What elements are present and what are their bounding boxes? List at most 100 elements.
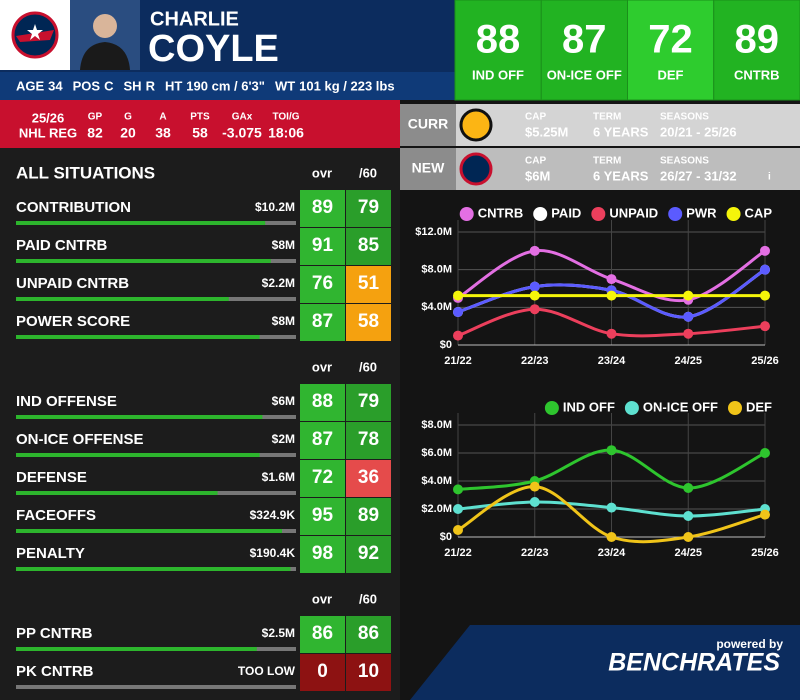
- data-point: [760, 245, 770, 256]
- contract-field-label: SEASONS: [660, 156, 709, 167]
- legend-swatch: [624, 401, 639, 415]
- score-cell: [346, 190, 391, 227]
- data-point: [683, 290, 694, 301]
- stat-value: 82: [87, 125, 103, 141]
- score-value: 0: [317, 661, 328, 682]
- data-point: [606, 274, 617, 285]
- bio-value: 34: [48, 78, 63, 93]
- row-amount: $2.5M: [262, 626, 295, 640]
- stat-label: GP: [88, 112, 103, 123]
- legend-swatch: [726, 207, 741, 221]
- powered-by: powered by: [716, 637, 783, 651]
- data-point: [453, 525, 463, 535]
- contract-label: CURR: [408, 116, 448, 132]
- bar: [16, 529, 282, 533]
- data-point: [529, 497, 540, 507]
- column-header: /60: [359, 359, 377, 374]
- stat-value: 18:06: [268, 125, 304, 141]
- score-cell: [346, 654, 391, 691]
- y-tick-label: $4.0M: [421, 475, 452, 487]
- stat-label: A: [159, 112, 166, 123]
- score-value: 76: [312, 273, 333, 294]
- row-amount: $324.9K: [250, 508, 296, 522]
- data-point: [453, 307, 463, 318]
- contract-field-label: CAP: [525, 156, 546, 167]
- score-value: 89: [358, 505, 379, 526]
- score-cell: [346, 460, 391, 497]
- rating-label: CNTRB: [734, 67, 780, 82]
- row-name: CONTRIBUTION: [16, 199, 131, 216]
- bio-value: 190 cm / 6'3": [186, 78, 265, 93]
- data-point: [606, 532, 617, 542]
- data-point: [529, 481, 540, 492]
- data-point: [760, 321, 770, 332]
- rating-value: 89: [735, 18, 780, 62]
- bar: [16, 415, 263, 419]
- data-point: [529, 281, 540, 292]
- score-value: 51: [358, 273, 380, 294]
- bar: [16, 491, 218, 495]
- y-tick-label: $0: [440, 339, 452, 351]
- score-cell: [300, 190, 345, 227]
- legend-label: ON-ICE OFF: [643, 399, 718, 414]
- rating-tile: [540, 0, 628, 101]
- rating-value: 87: [562, 18, 607, 62]
- bio-value: R: [146, 78, 156, 93]
- score-value: 78: [358, 429, 379, 450]
- score-cell: [346, 422, 391, 459]
- row-name: PENALTY: [16, 545, 85, 562]
- stat-label: PTS: [190, 112, 210, 123]
- data-point: [453, 504, 463, 514]
- score-value: 91: [312, 235, 334, 256]
- contract-note: i: [768, 172, 771, 183]
- contract-field-label: CAP: [525, 112, 546, 123]
- column-header: ovr: [312, 359, 332, 374]
- score-value: 58: [358, 311, 379, 332]
- x-tick-label: 23/24: [598, 547, 626, 559]
- stat-value: 58: [192, 125, 208, 141]
- data-point: [683, 511, 694, 521]
- legend-swatch: [544, 401, 559, 415]
- x-tick-label: 25/26: [751, 355, 779, 367]
- score-value: 85: [358, 235, 380, 256]
- score-value: 87: [312, 311, 333, 332]
- section-title: ALL SITUATIONS: [16, 163, 155, 182]
- data-point: [683, 328, 694, 339]
- score-cell: [300, 422, 345, 459]
- contract-field-value: 26/27 - 31/32: [660, 168, 737, 183]
- row-amount: $2M: [272, 432, 295, 446]
- bar: [16, 453, 260, 457]
- contract-field-value: $5.25M: [525, 124, 568, 139]
- score-cell: [300, 616, 345, 653]
- data-point: [529, 245, 540, 256]
- score-cell: [346, 536, 391, 573]
- row-name: DEFENSE: [16, 469, 87, 486]
- stat-value: 20: [120, 125, 136, 141]
- row-name: PK CNTRB: [16, 663, 94, 680]
- legend-swatch: [728, 401, 742, 415]
- row-name: ON-ICE OFFENSE: [16, 431, 144, 448]
- contract-field-value: $6M: [525, 168, 550, 183]
- score-cell: [346, 384, 391, 421]
- bio-label: WT: [275, 78, 295, 93]
- score-value: 88: [312, 391, 333, 412]
- data-point: [760, 290, 770, 301]
- y-tick-label: $6.0M: [421, 447, 452, 459]
- bio-value: C: [104, 78, 114, 93]
- data-point: [760, 264, 770, 275]
- column-header: /60: [359, 591, 377, 606]
- x-tick-label: 21/22: [444, 547, 472, 559]
- score-cell: [300, 654, 345, 691]
- data-point: [683, 311, 694, 322]
- row-amount: $8M: [272, 314, 295, 328]
- season-league: NHL REG: [19, 125, 77, 140]
- data-point: [760, 509, 770, 520]
- first-name: CHARLIE: [150, 8, 239, 30]
- row-amount: TOO LOW: [238, 664, 296, 678]
- score-cell: [300, 536, 345, 573]
- score-cell: [300, 304, 345, 341]
- y-tick-label: $2.0M: [421, 503, 452, 515]
- legend-label: UNPAID: [609, 205, 658, 220]
- contract-label: NEW: [412, 160, 445, 176]
